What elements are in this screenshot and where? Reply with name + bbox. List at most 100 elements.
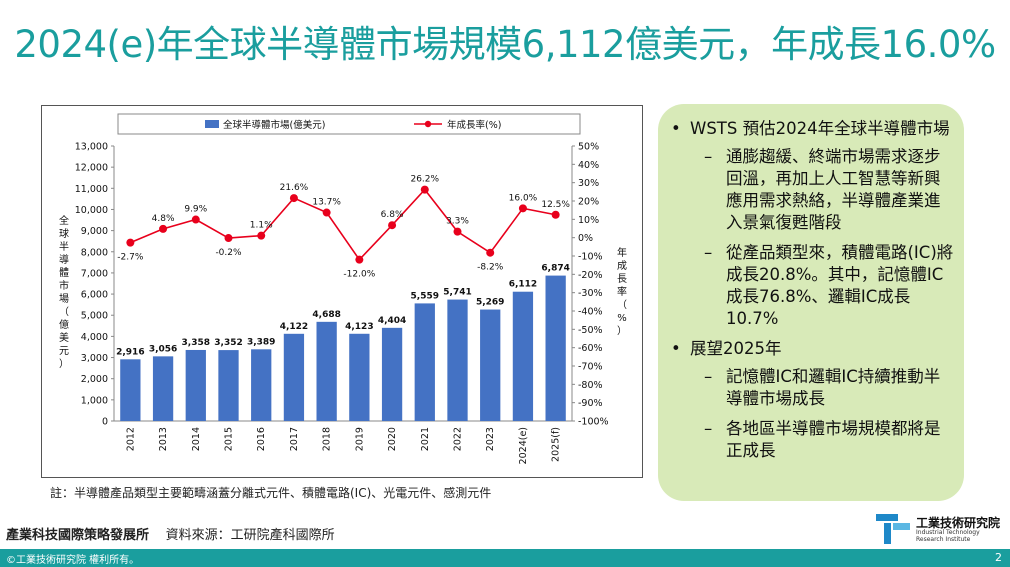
bar-value-label: 5,559 xyxy=(411,291,439,301)
x-tick-label: 2020 xyxy=(387,427,398,451)
bar-value-label: 6,112 xyxy=(509,280,537,290)
right-tick-label: 40% xyxy=(578,160,599,171)
growth-point-2012 xyxy=(126,238,135,247)
left-axis-title-char: 場 xyxy=(59,292,69,305)
growth-rate-label: 21.6% xyxy=(280,183,309,193)
growth-point-2014 xyxy=(191,215,200,224)
bar-value-label: 3,352 xyxy=(214,338,242,348)
left-tick-label: 7,000 xyxy=(81,268,108,279)
combo-chart: 全球半導體市場(億美元) 年成長率(%) 0 1,000 2,000 3,000 4,000… xyxy=(59,113,627,464)
right-tick-label: -100% xyxy=(578,417,609,428)
footer-source-text: 資料來源：工研院產科國際所 xyxy=(165,528,335,543)
left-tick-label: 8,000 xyxy=(81,247,108,258)
growth-rate-label: 13.7% xyxy=(312,198,341,208)
bar-2019 xyxy=(349,333,370,421)
growth-rate-label: 6.8% xyxy=(381,210,404,220)
right-tick-label: 30% xyxy=(578,178,599,189)
bar-value-label: 3,056 xyxy=(149,344,177,354)
sub-bullet-text: 通膨趨緩、終端市場需求逐步回溫，再加上人工智慧等新興應用需求熱絡，半導體產業進入… xyxy=(726,147,941,232)
left-tick-label: 5,000 xyxy=(81,311,108,322)
growth-point-2019 xyxy=(355,255,364,264)
left-axis-title-char: ） xyxy=(59,358,69,370)
growth-point-2024(e) xyxy=(518,204,527,213)
growth-rate-label: -12.0% xyxy=(343,270,375,280)
bar-2017 xyxy=(283,333,305,421)
bullet-text: 展望2025年 xyxy=(690,339,782,358)
bar-2021 xyxy=(414,303,435,421)
growth-point-2021 xyxy=(420,185,429,194)
growth-rate-label: -0.2% xyxy=(215,248,242,258)
growth-rate-label: 9.9% xyxy=(184,205,207,215)
left-tick-label: 2,000 xyxy=(81,374,108,385)
left-tick-label: 3,000 xyxy=(81,353,108,364)
right-axis-title-char: 率 xyxy=(617,285,627,298)
sub-bullet-item: – 從產品類型來，積體電路(IC)將成長20.8%。其中，記憶體IC成長76.8%… xyxy=(704,243,954,328)
growth-point-2022 xyxy=(453,227,462,236)
bar-value-label: 6,874 xyxy=(541,264,569,274)
bar-2018 xyxy=(316,321,337,421)
right-tick-label: -30% xyxy=(578,288,603,299)
bar-2022 xyxy=(447,299,468,421)
left-axis-title-char: 全 xyxy=(59,214,69,227)
growth-rate-label: -8.2% xyxy=(477,263,504,273)
chart-legend xyxy=(117,113,581,135)
bar-2016 xyxy=(251,349,272,421)
logo-english-line2: Research Institute xyxy=(916,536,971,543)
x-tick-label: 2015 xyxy=(224,427,235,451)
growth-rate-label: 1.1% xyxy=(250,221,273,231)
itri-logo-icon xyxy=(876,514,910,544)
growth-rate-label: 4.8% xyxy=(152,214,175,224)
bar-2012 xyxy=(120,359,141,421)
bar-value-label: 4,123 xyxy=(345,322,373,332)
x-tick-label: 2017 xyxy=(289,427,300,451)
bar-value-label: 4,404 xyxy=(378,316,406,326)
growth-point-2023 xyxy=(486,248,495,257)
x-tick-label: 2024(e) xyxy=(518,427,529,464)
growth-point-2017 xyxy=(289,194,298,203)
sub-bullet-item: – 各地區半導體市場規模都將是正成長 xyxy=(704,419,941,460)
left-tick-label: 10,000 xyxy=(75,205,108,216)
left-axis-title-char: 體 xyxy=(59,267,69,279)
right-tick-label: 0% xyxy=(578,233,593,244)
bullet-item: • WSTS 預估2024年全球半導體市場 xyxy=(671,119,950,138)
left-axis-title-char: 美 xyxy=(59,331,69,344)
left-axis-title-char: 半 xyxy=(59,240,69,253)
x-tick-label: 2014 xyxy=(191,427,202,451)
left-tick-label: 13,000 xyxy=(75,142,108,153)
bar-value-label: 4,688 xyxy=(312,310,340,320)
x-tick-label: 2013 xyxy=(158,427,169,451)
x-tick-label: 2022 xyxy=(453,427,464,451)
left-tick-label: 1,000 xyxy=(81,395,108,406)
bar-2025(f) xyxy=(545,275,566,421)
logo-english: Industrial Technology Research Institute xyxy=(916,529,980,543)
growth-point-2018 xyxy=(322,208,331,217)
left-tick-label: 0 xyxy=(102,417,108,428)
bar-value-label: 4,122 xyxy=(280,322,308,332)
left-axis-title-char: 球 xyxy=(59,227,69,240)
left-tick-label: 9,000 xyxy=(81,226,108,237)
bottom-bar: ©工業技術研究院 權利所有。 2 xyxy=(0,549,1010,567)
chart-note: 註：半導體產品類型主要範疇涵蓋分離式元件、積體電路(IC)、光電元件、感測元件 xyxy=(50,486,492,500)
sub-bullet-text: 從產品類型來，積體電路(IC)將成長20.8%。其中，記憶體IC成長76.8%、… xyxy=(726,243,954,328)
x-tick-label: 2025(f) xyxy=(551,427,562,462)
growth-rate-line xyxy=(130,188,556,261)
right-tick-label: -40% xyxy=(578,307,603,318)
growth-rate-label: 12.5% xyxy=(541,200,570,210)
right-axis-title-char: （ xyxy=(617,299,627,311)
right-tick-label: 20% xyxy=(578,197,599,208)
right-axis-title-char: 年 xyxy=(617,246,627,259)
legend-line-marker xyxy=(424,120,432,128)
left-axis-title-char: 市 xyxy=(59,279,69,292)
bullet-item: • 展望2025年 xyxy=(671,339,782,358)
x-tick-label: 2012 xyxy=(125,427,136,451)
bullet-panel: • WSTS 預估2024年全球半導體市場 – 通膨趨緩、終端市場需求逐步回溫，再加… xyxy=(658,104,964,501)
sub-bullet-text: 記憶體IC和邏輯IC持續推動半導體市場成長 xyxy=(726,367,941,408)
itri-logo: 工業技術研究院 Industrial Technology Research I… xyxy=(876,512,1006,546)
legend-bar-swatch xyxy=(205,120,219,128)
bar-2023 xyxy=(480,309,501,421)
bar-2020 xyxy=(381,327,403,421)
growth-point-2015 xyxy=(224,234,233,243)
right-axis-title-char: ） xyxy=(617,325,627,337)
x-tick-label: 2016 xyxy=(256,427,267,451)
footer-org: 產業科技國際策略發展所 xyxy=(6,528,150,543)
